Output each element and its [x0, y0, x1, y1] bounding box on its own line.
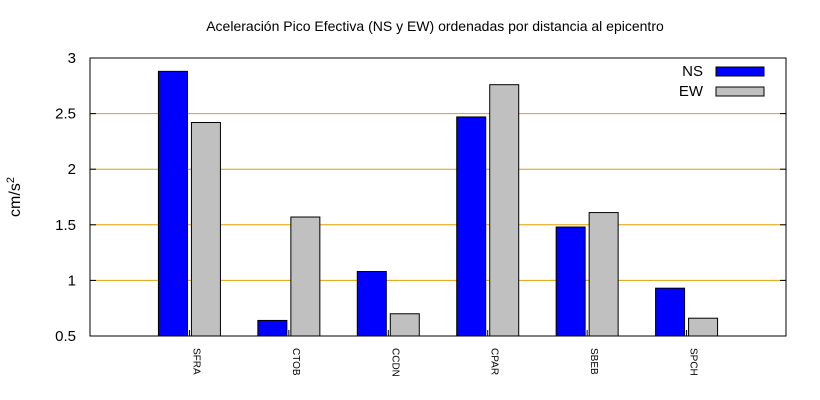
bar-ew-ccdn: [389, 313, 420, 337]
x-tick-label: CCDN: [389, 348, 400, 377]
x-tick-label: SBEB: [588, 348, 599, 375]
bar-ns-ccdn: [356, 271, 387, 337]
legend-label-ew: EW: [679, 83, 704, 100]
y-axis-label-superscript: 2: [5, 177, 17, 183]
y-tick-label: 3: [68, 50, 76, 67]
bar-ew-ctob: [290, 216, 321, 337]
bar-ns-sfra: [157, 70, 188, 337]
x-tick-label: SFRA: [190, 348, 201, 375]
legend-swatch-ns: [715, 66, 765, 77]
y-tick-label: 0.5: [55, 328, 76, 345]
plot-frame: [89, 57, 787, 337]
x-axis: SFRA CTOB CCDN CPAR SBEB SPCH: [188, 330, 699, 377]
legend-swatch-ew: [715, 86, 765, 97]
y-axis-label: cm/s2: [5, 177, 24, 217]
bar-ew-cpar: [489, 84, 520, 337]
y-tick-label: 2.5: [55, 106, 76, 123]
x-tick-label: SPCH: [688, 348, 699, 376]
x-tick-label: CPAR: [489, 348, 500, 375]
bar-ew-spch: [688, 317, 719, 337]
y-tick-label: 1: [68, 272, 76, 289]
legend: NS EW: [679, 63, 765, 100]
bar-ew-sfra: [190, 121, 221, 337]
y-axis: 0.5 1 1.5 2 2.5 3: [55, 50, 786, 345]
bar-ns-spch: [655, 287, 686, 337]
bar-ns-sbeb: [555, 226, 586, 337]
y-tick-label: 2: [68, 161, 76, 178]
bar-ns-ctob: [257, 319, 288, 337]
legend-label-ns: NS: [682, 63, 703, 80]
bar-ew-sbeb: [588, 212, 619, 337]
bars: [157, 70, 719, 337]
bar-ns-cpar: [456, 116, 487, 337]
y-tick-label: 1.5: [55, 217, 76, 234]
x-tick-label: CTOB: [290, 348, 301, 376]
chart-title: Aceleración Pico Efectiva (NS y EW) orde…: [206, 18, 664, 34]
